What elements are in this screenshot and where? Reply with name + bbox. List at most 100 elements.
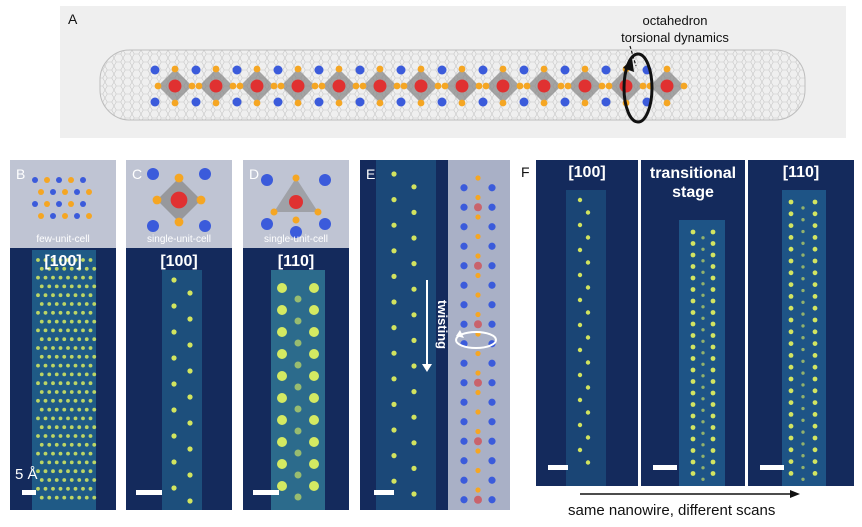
oxygen-atom: [195, 82, 203, 90]
atom-column: [812, 199, 818, 205]
panel-c-scale-bar: [136, 490, 162, 495]
cation-atom: [560, 97, 570, 107]
oxygen-atom: [188, 82, 196, 90]
atom-column: [77, 284, 82, 289]
atom-column: [36, 434, 40, 438]
atom-column: [81, 275, 85, 280]
atom-column: [43, 258, 48, 262]
oxygen-atom: [212, 99, 220, 107]
atom-column: [84, 302, 89, 306]
atom-column: [812, 282, 818, 287]
atom-column: [47, 495, 52, 500]
center-atom: [474, 320, 482, 329]
atom-column: [690, 229, 696, 235]
atom-column: [391, 401, 397, 407]
panel-c-inset-label: single-unit-cell: [147, 234, 211, 245]
atom-column: [58, 275, 63, 280]
atom-column: [701, 236, 705, 240]
atom-column: [43, 398, 48, 403]
center-atom: [537, 79, 551, 93]
atom-column: [66, 381, 70, 386]
atom-column: [812, 376, 818, 382]
atom-column: [84, 319, 89, 324]
atom-column: [69, 495, 74, 500]
atom-column: [788, 235, 794, 240]
atom-column: [73, 275, 78, 280]
atom-column: [411, 312, 417, 318]
atom-column: [92, 337, 97, 342]
center-atom: [170, 191, 188, 209]
atom-column: [39, 495, 44, 500]
atom-column: [309, 437, 319, 447]
center-atom: [619, 79, 633, 93]
atom-column: [187, 446, 193, 452]
cation-atom: [460, 457, 468, 465]
atom-column: [58, 416, 63, 421]
atom-column: [43, 469, 48, 474]
panel-b-direction: [100]: [44, 253, 82, 270]
atom-column: [812, 270, 818, 276]
atom-column: [88, 416, 93, 421]
atom-column: [51, 328, 55, 333]
atom-column: [77, 407, 82, 412]
atom-column: [801, 218, 805, 222]
atom-column: [294, 361, 302, 369]
atom-column: [585, 385, 591, 390]
atom-column: [51, 486, 55, 491]
atom-column: [585, 310, 591, 315]
oxygen-atom: [475, 350, 481, 357]
atom-column: [47, 460, 52, 465]
oxygen-atom: [359, 82, 367, 90]
atom-column: [92, 372, 97, 377]
atom-column: [788, 423, 794, 429]
atom: [80, 177, 86, 183]
atom-column: [801, 324, 805, 328]
oxygen-atom: [663, 99, 671, 107]
atom-column: [812, 435, 818, 441]
atom-column: [84, 495, 89, 500]
atom-column: [43, 434, 48, 438]
atom-column: [577, 322, 583, 328]
cation-atom: [488, 418, 496, 426]
cation-atom: [147, 220, 159, 232]
cation-atom: [488, 223, 496, 231]
atom-column: [391, 197, 397, 203]
atom-column: [411, 389, 417, 395]
scan1-label: [100]: [568, 164, 606, 181]
atom: [74, 189, 80, 195]
atom-column: [690, 379, 696, 384]
atom-column: [47, 266, 52, 271]
atom-column: [701, 328, 705, 332]
oxygen-atom: [516, 82, 524, 90]
atom-column: [39, 354, 44, 359]
atom-column: [801, 477, 805, 481]
cation-atom: [488, 184, 496, 192]
atom-column: [66, 328, 70, 333]
atom-column: [710, 287, 716, 292]
atom-column: [69, 407, 74, 412]
atom-column: [294, 383, 302, 391]
atom-column: [92, 425, 97, 430]
atom-column: [51, 381, 55, 386]
atom-column: [66, 293, 70, 298]
atom-column: [690, 425, 696, 430]
atom-column: [812, 400, 818, 405]
atom-column: [54, 354, 59, 359]
oxygen-atom: [639, 82, 647, 90]
cation-atom: [488, 359, 496, 367]
atom-column: [39, 302, 44, 306]
atom-column: [171, 303, 177, 309]
atom-column: [69, 460, 74, 465]
atom-column: [294, 471, 302, 479]
cation-atom: [460, 242, 468, 250]
atom-column: [701, 431, 705, 435]
twisting-label: twisting: [435, 300, 450, 350]
atom-column: [58, 363, 63, 368]
cation-atom: [319, 174, 331, 186]
atom-column: [690, 344, 696, 350]
oxygen-atom: [475, 253, 481, 259]
oxygen-atom: [154, 82, 162, 90]
atom-column: [690, 471, 696, 476]
atom-column: [701, 420, 705, 424]
atom-column: [309, 459, 319, 469]
